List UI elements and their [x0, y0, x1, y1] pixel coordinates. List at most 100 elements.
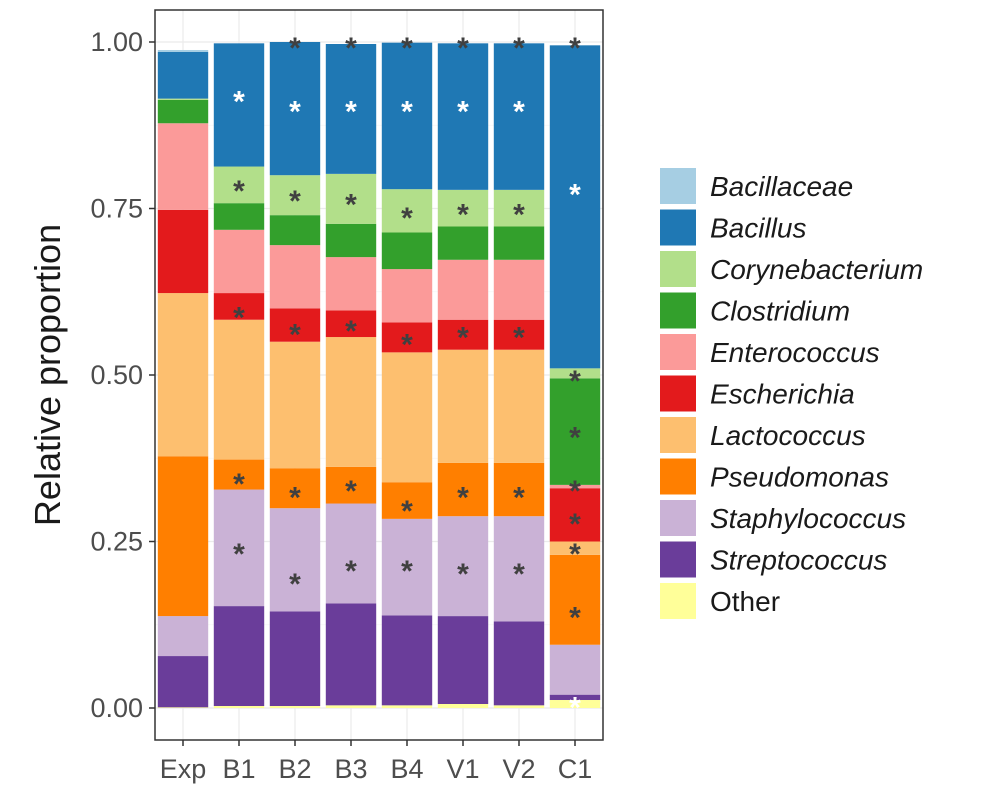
- legend-key: [660, 583, 696, 619]
- bar-segment: [381, 615, 433, 706]
- y-tick-label: 0.00: [90, 693, 143, 723]
- significance-star: *: [569, 179, 581, 212]
- bar-segment: [213, 203, 265, 230]
- legend-label: Lactococcus: [710, 420, 866, 451]
- bar-segment: [493, 43, 545, 190]
- bar-segment: [269, 341, 321, 469]
- bar-segment: [213, 489, 265, 607]
- significance-star: *: [569, 691, 581, 724]
- bar-segment: [437, 319, 489, 350]
- legend-label: Corynebacterium: [710, 254, 923, 285]
- bar-segment: [493, 189, 545, 227]
- bar-segment: [325, 173, 377, 224]
- y-axis-title: Relative proportion: [27, 224, 68, 526]
- significance-star: *: [513, 322, 525, 355]
- bar-segment: [493, 349, 545, 463]
- y-tick-label: 0.75: [90, 194, 143, 224]
- significance-star: *: [345, 315, 357, 348]
- bar-segment: [437, 226, 489, 260]
- bar-segment: [325, 337, 377, 467]
- bar-segment: [213, 43, 265, 167]
- legend-key: [660, 541, 696, 578]
- legend-label: Other: [710, 586, 780, 617]
- bar-segment: [213, 706, 265, 708]
- bar-segment: [157, 656, 209, 708]
- legend-label: Streptococcus: [710, 545, 887, 576]
- bar-segment: [325, 257, 377, 311]
- legend-key: [660, 417, 696, 453]
- bar-segment: [549, 45, 601, 369]
- y-tick-label: 0.50: [90, 360, 143, 390]
- legend-label: Pseudomonas: [710, 462, 889, 493]
- bar-segment: [269, 706, 321, 708]
- significance-star: *: [401, 328, 413, 361]
- significance-star: *: [569, 508, 581, 541]
- significance-star: *: [345, 95, 357, 128]
- bar-segment: [213, 293, 265, 320]
- bar-segment: [381, 232, 433, 270]
- bar-segment: [325, 43, 377, 174]
- bar-segment: [437, 516, 489, 617]
- bar-segment: [437, 43, 489, 190]
- significance-star: *: [513, 558, 525, 591]
- bar-segment: [381, 518, 433, 616]
- bar-segment: [157, 293, 209, 457]
- bar-segment: [269, 42, 321, 176]
- significance-star: *: [233, 85, 245, 118]
- bar-segment: [213, 606, 265, 707]
- x-tick-label: C1: [558, 754, 593, 784]
- bar-segment: [493, 319, 545, 350]
- bar-segment: [269, 468, 321, 509]
- bar-segment: [269, 245, 321, 309]
- bar-segment: [325, 466, 377, 504]
- x-tick-label: Exp: [160, 754, 207, 784]
- bar-segment: [213, 166, 265, 204]
- bar-segment: [437, 259, 489, 320]
- significance-star: *: [401, 32, 413, 65]
- bar-segment: [549, 554, 601, 645]
- significance-star: *: [401, 555, 413, 588]
- bar-segment: [157, 707, 209, 708]
- bar-segment: [213, 319, 265, 460]
- bar-segment: [549, 644, 601, 695]
- bar-segment: [549, 368, 601, 379]
- bar-segment: [213, 459, 265, 490]
- bar-segment: [493, 259, 545, 320]
- significance-star: *: [569, 601, 581, 634]
- bar-segment: [269, 508, 321, 612]
- bar-segment: [493, 516, 545, 622]
- legend-label: Enterococcus: [710, 337, 880, 368]
- bar-segment: [381, 189, 433, 233]
- significance-star: *: [401, 495, 413, 528]
- bar-segment: [381, 482, 433, 519]
- legend-label: Escherichia: [710, 379, 855, 410]
- significance-star: *: [401, 202, 413, 235]
- bar-segment: [157, 209, 209, 294]
- bar-segment: [269, 215, 321, 246]
- significance-star: *: [233, 538, 245, 571]
- legend-label: Clostridium: [710, 296, 850, 327]
- legend-key: [660, 251, 696, 287]
- significance-star: *: [457, 95, 469, 128]
- legend-key: [660, 292, 696, 329]
- bar-segment: [381, 705, 433, 708]
- bar-segment: [381, 322, 433, 353]
- bar-segment: [325, 310, 377, 338]
- significance-star: *: [345, 32, 357, 65]
- significance-star: *: [345, 475, 357, 508]
- legend-key: [660, 334, 696, 370]
- significance-star: *: [345, 189, 357, 222]
- y-axis: 0.00 0.25 0.50 0.75 1.00: [90, 27, 155, 723]
- bar-segment: [157, 456, 209, 617]
- bar-segment: [493, 621, 545, 706]
- bars: [157, 42, 601, 708]
- significance-star: *: [457, 199, 469, 232]
- legend: Bacillaceae Bacillus Corynebacterium Clostr…: [660, 168, 923, 619]
- significance-star: *: [401, 95, 413, 128]
- bar-segment: [437, 189, 489, 227]
- significance-star: *: [569, 365, 581, 398]
- bar-segment: [157, 49, 209, 52]
- legend-key: [660, 168, 696, 204]
- bar-segment: [325, 603, 377, 706]
